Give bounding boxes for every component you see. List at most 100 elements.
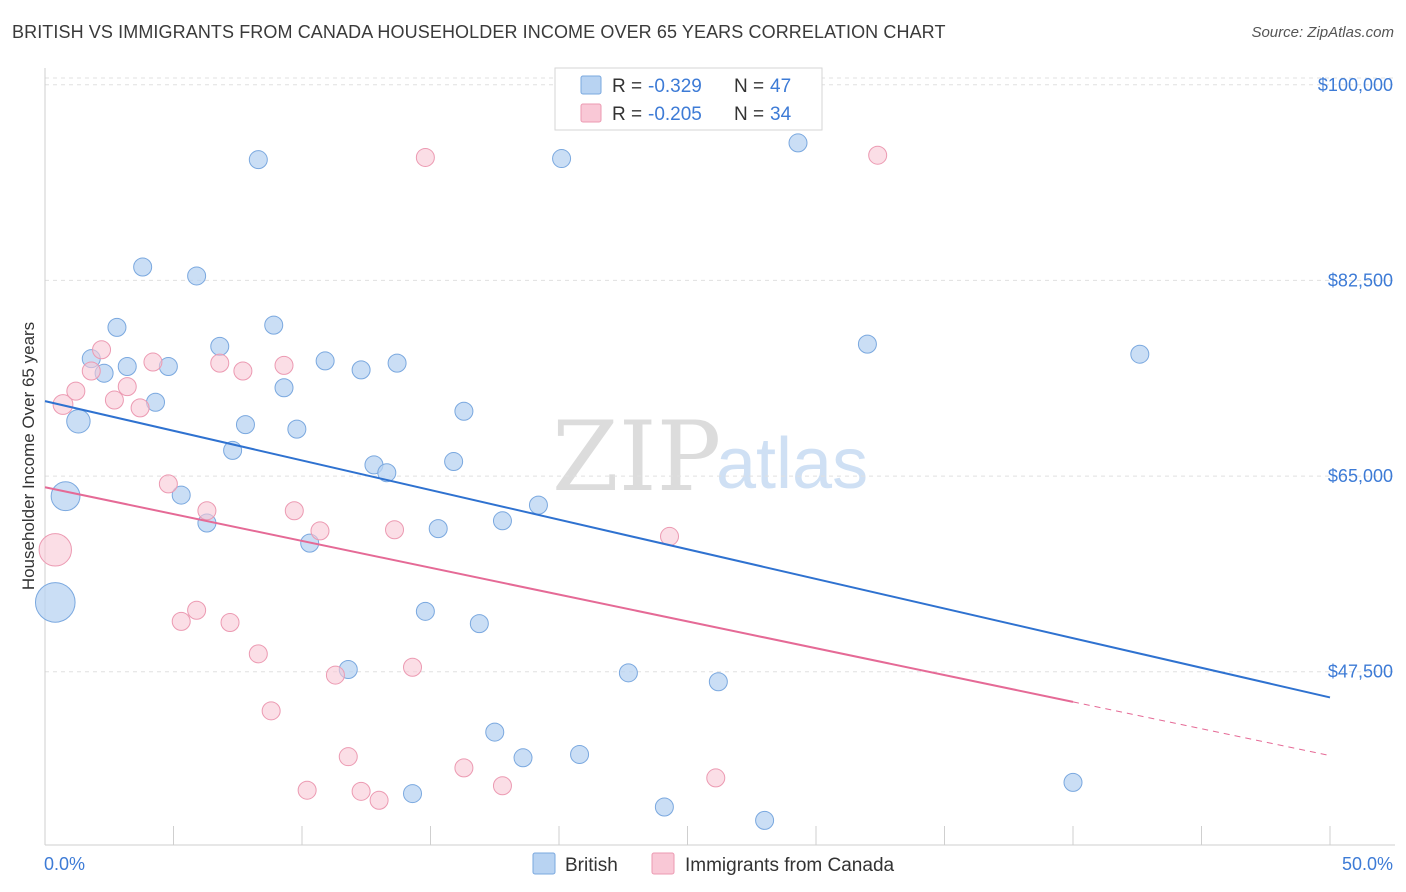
- british-point-33: [485, 722, 505, 742]
- british-point-11: [187, 266, 207, 286]
- canada-point-29: [454, 758, 474, 778]
- canada-point-26: [385, 520, 405, 540]
- source-credit: Source: ZipAtlas.com: [1251, 24, 1394, 41]
- canada-point-14: [220, 613, 240, 633]
- british-point-30: [444, 452, 464, 472]
- series-legend-label-canada: Immigrants from Canada: [685, 855, 895, 876]
- british-point-2: [66, 409, 91, 434]
- legend-r-label-canada: R =: [612, 104, 642, 125]
- british-point-17: [264, 315, 284, 335]
- british-point-13: [210, 336, 230, 356]
- canada-point-32: [706, 768, 726, 788]
- canada-point-2: [66, 381, 86, 401]
- british-point-28: [415, 601, 435, 621]
- watermark-zip: ZIP: [552, 401, 721, 513]
- series-legend: British Immigrants from Canada: [532, 852, 895, 876]
- canada-point-20: [297, 780, 317, 800]
- series-legend-swatch-canada: [651, 852, 675, 875]
- y-tick-label-1: $82,500: [1328, 270, 1393, 290]
- british-point-40: [654, 797, 674, 817]
- canada-trend-line: [44, 486, 1074, 703]
- british-point-42: [755, 810, 775, 830]
- british-point-41: [708, 672, 728, 692]
- series-british-points: [34, 133, 1150, 830]
- british-point-1: [50, 481, 81, 512]
- legend-n-value-canada: 34: [770, 104, 792, 125]
- series-legend-label-british: British: [565, 855, 618, 876]
- canada-point-25: [369, 790, 389, 810]
- british-point-6: [117, 357, 137, 377]
- series-canada-points: [38, 145, 888, 810]
- stats-legend: R = -0.329 N = 47 R = -0.205 N = 34: [554, 67, 823, 131]
- british-point-18: [274, 378, 294, 398]
- legend-n-label-british: N =: [734, 76, 764, 97]
- british-point-32: [469, 614, 489, 634]
- british-point-26: [387, 353, 407, 373]
- legend-r-value-canada: -0.205: [648, 104, 702, 125]
- british-trend-line: [44, 400, 1331, 699]
- x-tick-label-max: 50.0%: [1342, 854, 1393, 874]
- british-point-34: [492, 511, 512, 531]
- british-point-25: [377, 463, 397, 483]
- british-point-45: [1063, 772, 1083, 792]
- canada-point-13: [210, 353, 230, 373]
- canada-point-17: [261, 701, 281, 721]
- canada-point-27: [403, 657, 423, 677]
- british-point-27: [403, 784, 423, 804]
- canada-point-6: [117, 377, 137, 397]
- watermark: ZIP atlas: [552, 401, 868, 513]
- canada-point-7: [130, 398, 150, 418]
- british-point-10: [171, 485, 191, 505]
- british-point-35: [513, 748, 533, 768]
- canada-point-12: [197, 501, 217, 521]
- canada-point-15: [233, 361, 253, 381]
- chart-title: BRITISH VS IMMIGRANTS FROM CANADA HOUSEH…: [12, 22, 946, 42]
- y-axis-label: Householder Income Over 65 years: [19, 322, 38, 590]
- legend-r-label-british: R =: [612, 76, 642, 97]
- canada-point-3: [81, 361, 101, 381]
- british-point-7: [133, 257, 153, 277]
- y-tick-label-0: $100,000: [1318, 75, 1393, 95]
- trend-lines: [44, 400, 1331, 757]
- british-point-39: [618, 663, 638, 683]
- british-point-23: [351, 360, 371, 380]
- legend-n-value-british: 47: [770, 76, 791, 97]
- british-point-46: [1130, 344, 1150, 364]
- x-minor-ticks: [173, 826, 1331, 845]
- canada-point-10: [171, 611, 191, 631]
- british-point-19: [287, 419, 307, 439]
- x-tick-label-min: 0.0%: [44, 854, 85, 874]
- british-point-37: [552, 149, 572, 169]
- canada-point-33: [868, 145, 888, 165]
- british-point-21: [315, 351, 335, 371]
- british-point-0: [34, 582, 76, 623]
- canada-point-28: [415, 147, 435, 167]
- series-legend-swatch-british: [532, 852, 556, 875]
- legend-swatch-canada: [580, 103, 602, 123]
- british-point-43: [788, 133, 808, 153]
- canada-point-11: [187, 600, 207, 620]
- canada-point-16: [248, 644, 268, 664]
- canada-point-22: [325, 665, 345, 685]
- canada-point-4: [92, 340, 112, 360]
- y-tick-label-3: $47,500: [1328, 662, 1393, 682]
- canada-point-21: [310, 521, 330, 541]
- canada-point-8: [143, 352, 163, 372]
- british-point-36: [528, 495, 548, 515]
- y-tick-labels: $100,000 $82,500 $65,000 $47,500: [1318, 75, 1393, 682]
- legend-r-value-british: -0.329: [648, 76, 702, 97]
- canada-point-24: [351, 781, 371, 801]
- canada-point-23: [338, 747, 358, 767]
- canada-point-0: [38, 533, 72, 567]
- british-point-38: [570, 744, 590, 764]
- british-point-5: [107, 317, 127, 337]
- british-point-29: [428, 519, 448, 539]
- canada-point-18: [274, 355, 294, 375]
- canada-point-30: [492, 776, 512, 796]
- watermark-atlas: atlas: [716, 424, 868, 504]
- british-point-16: [248, 150, 268, 170]
- data-points: [34, 133, 1150, 830]
- canada-point-9: [158, 474, 178, 494]
- british-point-15: [235, 415, 255, 435]
